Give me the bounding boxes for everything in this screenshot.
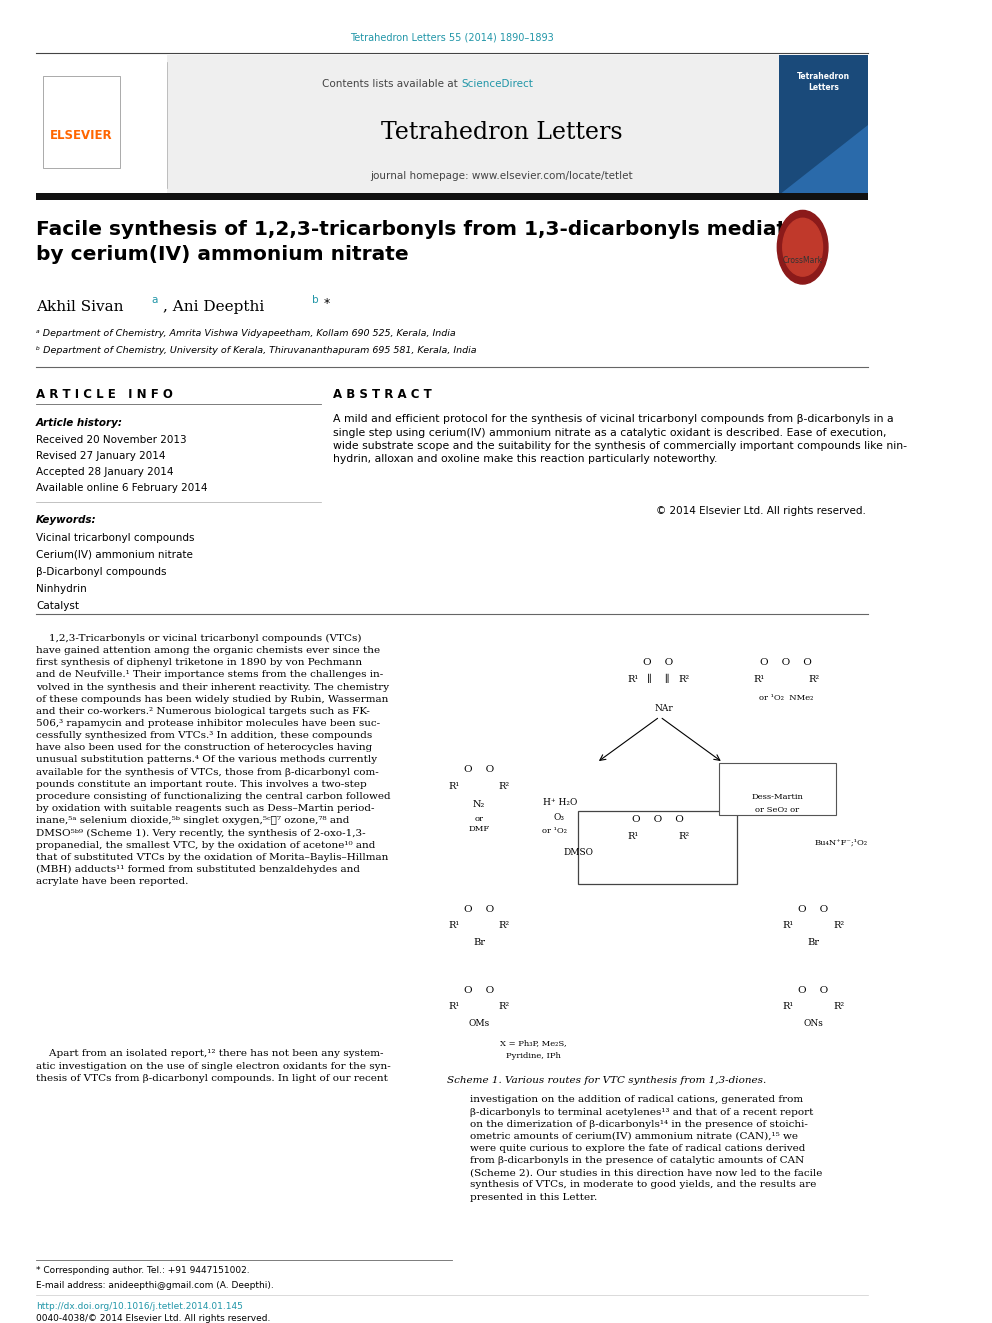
Text: O₃: O₃ [554, 812, 564, 822]
Text: R²: R² [807, 675, 819, 684]
Text: Br: Br [807, 938, 819, 947]
Text: Vicinal tricarbonyl compounds: Vicinal tricarbonyl compounds [36, 533, 194, 542]
Text: R¹: R¹ [627, 675, 638, 684]
Text: R¹: R¹ [448, 1002, 459, 1011]
Text: R¹: R¹ [783, 1002, 794, 1011]
Text: R²: R² [499, 782, 510, 791]
Text: A R T I C L E   I N F O: A R T I C L E I N F O [36, 388, 173, 401]
Bar [779, 56, 868, 194]
Text: Apart from an isolated report,¹² there has not been any system-
atic investigati: Apart from an isolated report,¹² there h… [36, 1049, 391, 1082]
Text: R²: R² [833, 1002, 844, 1011]
Text: O    O: O O [464, 765, 494, 774]
Text: Tetrahedron Letters: Tetrahedron Letters [381, 120, 622, 144]
Bar [36, 56, 868, 194]
Text: Catalyst: Catalyst [36, 601, 79, 611]
Text: Pyridine, IPh: Pyridine, IPh [506, 1052, 560, 1060]
Bar [44, 77, 120, 168]
Text: E-mail address: anideepthi@gmail.com (A. Deepthi).: E-mail address: anideepthi@gmail.com (A.… [36, 1281, 274, 1290]
Text: Contents lists available at: Contents lists available at [322, 79, 461, 89]
Text: H⁺ H₂O: H⁺ H₂O [544, 798, 577, 807]
Text: http://dx.doi.org/10.1016/j.tetlet.2014.01.145: http://dx.doi.org/10.1016/j.tetlet.2014.… [36, 1302, 243, 1311]
Text: Facile synthesis of 1,2,3-tricarbonyls from 1,3-dicarbonyls mediated
by cerium(I: Facile synthesis of 1,2,3-tricarbonyls f… [36, 220, 814, 263]
Text: Tetrahedron Letters 55 (2014) 1890–1893: Tetrahedron Letters 55 (2014) 1890–1893 [350, 33, 554, 42]
Text: O    O    O: O O O [632, 815, 683, 824]
Text: NAr: NAr [655, 704, 674, 713]
Text: Bu₄N⁺F⁻;¹O₂: Bu₄N⁺F⁻;¹O₂ [814, 839, 867, 847]
Text: R¹: R¹ [754, 675, 765, 684]
Text: Br: Br [473, 938, 485, 947]
Text: Dess-Martin: Dess-Martin [751, 792, 804, 800]
Text: OMs: OMs [468, 1019, 490, 1028]
Text: DMSO: DMSO [563, 848, 593, 857]
Text: Accepted 28 January 2014: Accepted 28 January 2014 [36, 467, 174, 476]
Text: investigation on the addition of radical cations, generated from
β-dicarbonyls t: investigation on the addition of radical… [470, 1095, 822, 1201]
Text: or ¹O₂  NMe₂: or ¹O₂ NMe₂ [759, 695, 813, 703]
Text: Cerium(IV) ammonium nitrate: Cerium(IV) ammonium nitrate [36, 549, 193, 560]
Text: journal homepage: www.elsevier.com/locate/tetlet: journal homepage: www.elsevier.com/locat… [370, 171, 633, 181]
Text: ONs: ONs [804, 1019, 823, 1028]
Text: O    O: O O [643, 658, 674, 667]
Text: Revised 27 January 2014: Revised 27 January 2014 [36, 451, 166, 460]
Text: Received 20 November 2013: Received 20 November 2013 [36, 435, 186, 446]
Text: N₂: N₂ [473, 799, 485, 808]
Bar [447, 651, 868, 1052]
Text: Scheme 1. Various routes for VTC synthesis from 1,3-diones.: Scheme 1. Various routes for VTC synthes… [447, 1076, 767, 1085]
Text: ScienceDirect: ScienceDirect [461, 79, 533, 89]
Circle shape [778, 210, 828, 284]
Text: Tetrahedron
Letters: Tetrahedron Letters [797, 73, 850, 93]
Text: ᵇ Department of Chemistry, University of Kerala, Thiruvananthapuram 695 581, Ker: ᵇ Department of Chemistry, University of… [36, 345, 477, 355]
Text: ∥    ∥: ∥ ∥ [647, 675, 670, 684]
Text: O    O: O O [799, 905, 828, 914]
Text: ELSEVIER: ELSEVIER [50, 128, 113, 142]
Text: ᵃ Department of Chemistry, Amrita Vishwa Vidyapeetham, Kollam 690 525, Kerala, I: ᵃ Department of Chemistry, Amrita Vishwa… [36, 328, 456, 337]
Text: R²: R² [833, 921, 844, 930]
Polygon shape [779, 124, 868, 194]
Text: or
DMF: or DMF [468, 815, 490, 832]
Text: O    O    O: O O O [761, 658, 812, 667]
Text: R¹: R¹ [783, 921, 794, 930]
Text: *: * [323, 298, 329, 310]
Text: or SeO₂ or: or SeO₂ or [755, 806, 800, 814]
Text: O    O: O O [799, 986, 828, 995]
Text: , Ani Deepthi: , Ani Deepthi [163, 300, 264, 314]
Text: Keywords:: Keywords: [36, 516, 97, 525]
Bar [578, 811, 737, 884]
Text: CrossMark: CrossMark [783, 257, 822, 266]
Text: Article history:: Article history: [36, 418, 123, 429]
Text: b: b [311, 295, 318, 304]
Text: A B S T R A C T: A B S T R A C T [332, 388, 432, 401]
Text: 1,2,3-Tricarbonyls or vicinal tricarbonyl compounds (VTCs)
have gained attention: 1,2,3-Tricarbonyls or vicinal tricarbony… [36, 634, 391, 886]
Text: a: a [151, 295, 158, 304]
Text: R²: R² [499, 1002, 510, 1011]
Text: © 2014 Elsevier Ltd. All rights reserved.: © 2014 Elsevier Ltd. All rights reserved… [656, 507, 866, 516]
Bar [718, 763, 836, 815]
Text: A mild and efficient protocol for the synthesis of vicinal tricarbonyl compounds: A mild and efficient protocol for the sy… [332, 414, 907, 464]
Text: Available online 6 February 2014: Available online 6 February 2014 [36, 483, 207, 492]
Circle shape [783, 218, 822, 277]
Text: or ¹O₂: or ¹O₂ [543, 827, 567, 835]
Text: 0040-4038/© 2014 Elsevier Ltd. All rights reserved.: 0040-4038/© 2014 Elsevier Ltd. All right… [36, 1314, 271, 1323]
Bar [36, 193, 868, 200]
Text: * Corresponding author. Tel.: +91 9447151002.: * Corresponding author. Tel.: +91 944715… [36, 1266, 250, 1275]
Text: R¹: R¹ [448, 921, 459, 930]
Text: R¹: R¹ [448, 782, 459, 791]
Text: R²: R² [679, 832, 689, 841]
Text: X = Ph₃P, Me₂S,: X = Ph₃P, Me₂S, [500, 1039, 566, 1046]
Text: O    O: O O [464, 905, 494, 914]
Text: R¹: R¹ [627, 832, 638, 841]
Text: Ninhydrin: Ninhydrin [36, 583, 87, 594]
Text: Akhil Sivan: Akhil Sivan [36, 300, 124, 314]
Text: R²: R² [679, 675, 689, 684]
Text: β-Dicarbonyl compounds: β-Dicarbonyl compounds [36, 566, 167, 577]
Text: O    O: O O [464, 986, 494, 995]
Bar [36, 56, 168, 194]
Text: R²: R² [499, 921, 510, 930]
